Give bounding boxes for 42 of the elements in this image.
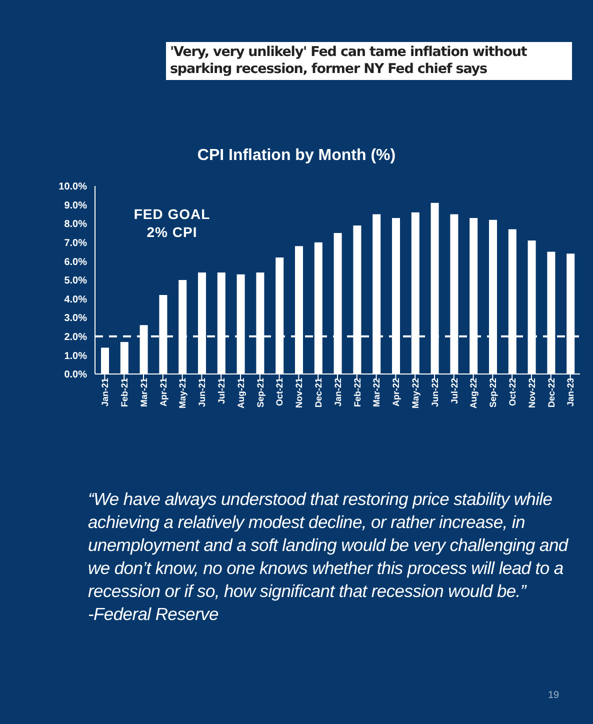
x-tick-label: Aug-22 bbox=[468, 378, 479, 409]
y-tick-label: 1.0% bbox=[64, 350, 88, 362]
x-tick-label: Nov-22 bbox=[526, 378, 537, 408]
y-tick-label: 3.0% bbox=[64, 313, 88, 324]
y-tick-label: 8.0% bbox=[64, 219, 88, 230]
text: 'Very, very unlikely' Fed can tame inflation without sparking recession, former NY Fed chief says bbox=[166, 42, 572, 80]
x-tick-label: Mar-21 bbox=[138, 378, 149, 408]
x-tick-label: Jun-21 bbox=[197, 378, 208, 408]
y-tick-label: 2.0% bbox=[64, 332, 88, 343]
x-tick-label: Dec-21 bbox=[313, 378, 324, 408]
x-tick-label: Jan-21 bbox=[100, 378, 110, 407]
x-tick-label: Nov-21 bbox=[294, 378, 304, 408]
x-tick-label: Jun-22 bbox=[430, 378, 440, 408]
y-tick-label: 7.0% bbox=[64, 238, 88, 249]
x-tick-label: Apr-22 bbox=[391, 378, 402, 407]
x-tick-label: Mar-22 bbox=[372, 378, 382, 408]
x-tick-label: Jan-23 bbox=[566, 378, 576, 407]
x-tick-label: Oct-22 bbox=[507, 378, 518, 406]
x-tick-label: Jul-22 bbox=[449, 378, 460, 404]
ref-line-label: FED GOAL 2% CPI bbox=[132, 205, 212, 241]
x-tick-label: May-22 bbox=[410, 378, 420, 409]
x-tick-label: Dec-22 bbox=[546, 378, 556, 408]
x-tick-label: May-21 bbox=[178, 378, 188, 409]
x-tick-label: Apr-21 bbox=[158, 378, 168, 407]
text: -Federal Reserve bbox=[88, 603, 220, 626]
x-tick-label: Feb-21 bbox=[119, 378, 130, 408]
x-tick-label: Sep-21 bbox=[255, 378, 266, 408]
y-tick-label: 6.0% bbox=[64, 256, 88, 268]
chart-title: CPI Inflation by Month (%) bbox=[196, 147, 397, 165]
x-tick-label: Aug-21 bbox=[236, 378, 246, 409]
x-tick-label: Feb-22 bbox=[352, 378, 362, 408]
y-tick-label: 5.0% bbox=[64, 276, 88, 287]
x-tick-label: Sep-22 bbox=[488, 378, 498, 408]
text: “We have always understood that restoring price stability while achieving a relatively modest decline, or rather increase, in unemployment and a soft landing would be very challenging and we don’t know, no one knows whether this process will lead to a recession or if so, how significant that recession would be.” bbox=[88, 488, 570, 603]
y-tick-label: 0.0% bbox=[64, 370, 88, 381]
y-tick-label: 4.0% bbox=[64, 294, 88, 306]
x-tick-label: Oct-21 bbox=[274, 378, 285, 406]
y-tick-label: 9.0% bbox=[64, 200, 88, 212]
y-tick-label: 10.0% bbox=[58, 182, 88, 193]
text: 19 bbox=[548, 690, 560, 701]
x-tick-label: Jan-22 bbox=[332, 378, 343, 407]
x-tick-label: Jul-21 bbox=[216, 378, 226, 404]
